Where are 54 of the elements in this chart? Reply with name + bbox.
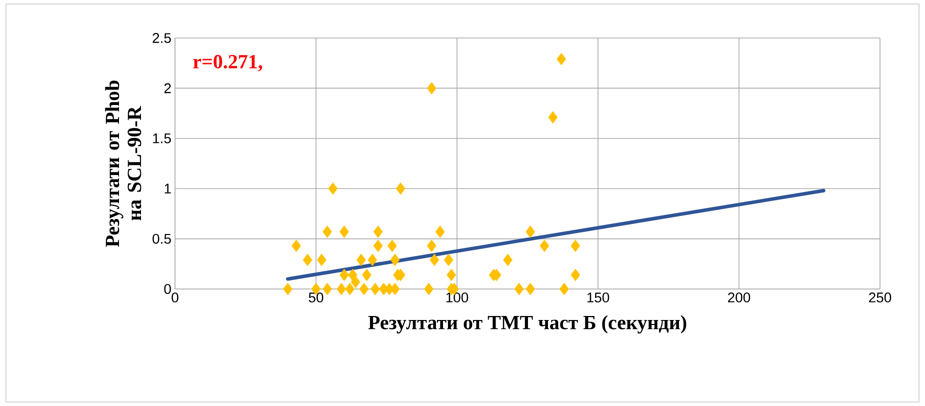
point	[322, 226, 332, 238]
point	[396, 182, 406, 195]
point	[426, 82, 436, 94]
point	[435, 226, 445, 238]
point	[514, 282, 524, 296]
point	[359, 282, 369, 296]
x-tick-label: 250	[869, 292, 892, 302]
point	[356, 254, 366, 266]
point	[503, 254, 512, 266]
y-tick-label: 0	[164, 284, 171, 294]
y-tick-label: 2	[164, 83, 171, 94]
point	[540, 240, 550, 252]
point	[444, 254, 454, 266]
annotation: r=0.271,	[193, 54, 262, 72]
point	[526, 282, 536, 296]
point	[316, 254, 326, 266]
point	[336, 282, 346, 296]
point	[526, 226, 536, 238]
point	[302, 254, 312, 266]
x-tick-label: 150	[587, 292, 610, 302]
point	[556, 52, 566, 66]
y-tick-label: 1.5	[153, 134, 171, 144]
point	[340, 226, 349, 238]
point	[570, 240, 580, 252]
x-axis-title: Резултати от TMT част Б (секунди)	[368, 315, 686, 334]
point	[368, 254, 378, 266]
point	[548, 111, 558, 124]
y-tick-label: 1	[164, 184, 171, 194]
point	[328, 182, 338, 195]
x-tick-label: 200	[728, 292, 750, 302]
point	[345, 282, 355, 296]
point	[559, 282, 569, 296]
point	[430, 254, 440, 266]
point	[387, 240, 397, 252]
point	[373, 226, 383, 238]
point	[426, 240, 436, 252]
point	[390, 254, 400, 266]
point	[424, 282, 434, 296]
point	[350, 276, 360, 288]
x-tick-label: 0	[172, 292, 178, 302]
point	[283, 282, 293, 296]
y-tick-label: 0.5	[152, 234, 171, 244]
y-axis-title: Резултати от Phob на SCL-90-R	[105, 80, 142, 247]
point	[292, 240, 301, 252]
point	[570, 268, 580, 282]
y-tick-label: 2.5	[152, 33, 171, 43]
point	[340, 268, 349, 282]
x-tick-label: 100	[446, 292, 468, 302]
point	[446, 268, 456, 282]
point	[370, 282, 380, 296]
x-tick-label: 50	[308, 292, 324, 302]
point	[373, 240, 383, 252]
point	[362, 268, 372, 282]
point	[322, 282, 332, 296]
